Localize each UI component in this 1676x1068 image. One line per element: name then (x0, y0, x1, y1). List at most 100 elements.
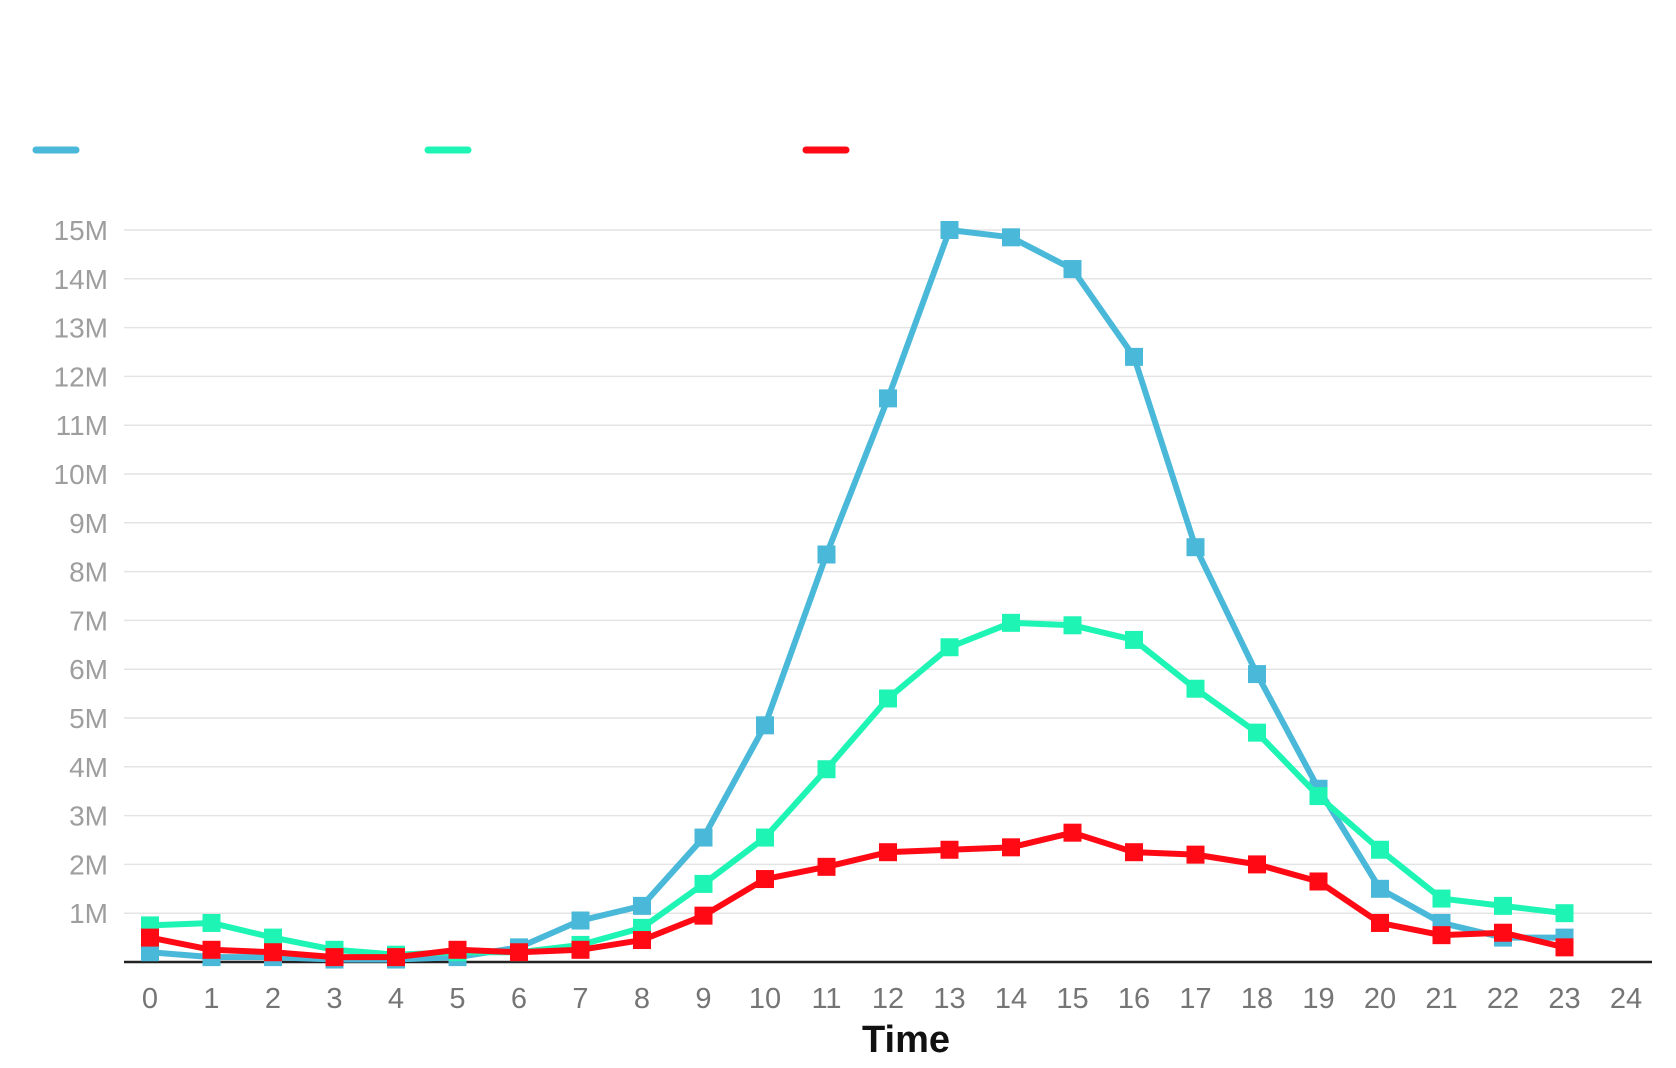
data-point (694, 874, 713, 893)
x-tick-label: 24 (1610, 983, 1642, 1015)
data-point (571, 940, 590, 959)
x-tick-label: 9 (695, 983, 711, 1015)
y-tick-label: 3M (69, 801, 108, 832)
data-point (264, 928, 282, 947)
x-tick-label: 3 (326, 983, 342, 1015)
x-tick-label: 14 (995, 983, 1027, 1015)
data-point (1555, 904, 1574, 923)
data-point (325, 948, 344, 967)
x-tick-label: 8 (634, 983, 650, 1015)
x-tick-label: 5 (449, 983, 465, 1015)
data-point (510, 943, 528, 962)
y-tick-label: 15M (54, 215, 108, 246)
series-line (147, 227, 1568, 963)
data-point (1002, 228, 1020, 247)
data-point (1494, 923, 1512, 942)
data-point (1309, 872, 1328, 891)
x-tick-label: 7 (572, 983, 588, 1015)
x-tick-label: 0 (142, 983, 158, 1015)
x-tick-label: 23 (1548, 983, 1580, 1015)
y-tick-label: 11M (56, 410, 108, 441)
y-tick-label: 9M (69, 508, 108, 539)
x-tick-label: 22 (1487, 983, 1519, 1015)
data-point (1309, 787, 1328, 806)
data-point (1371, 913, 1389, 932)
y-tick-label: 12M (54, 361, 108, 392)
data-point (202, 913, 221, 932)
data-point (1555, 938, 1574, 957)
y-tick-label: 5M (69, 703, 108, 734)
data-point (694, 828, 713, 847)
data-point (756, 828, 774, 847)
x-tick-label: 17 (1179, 983, 1211, 1015)
series-line (147, 829, 1568, 961)
data-point (1125, 347, 1143, 366)
data-point (879, 389, 897, 408)
data-point (141, 943, 159, 962)
data-point (817, 760, 836, 779)
data-point (202, 940, 221, 959)
data-point (1432, 926, 1451, 945)
data-point (1186, 845, 1205, 864)
x-tick-label: 20 (1364, 983, 1396, 1015)
data-point (1125, 843, 1143, 862)
data-point (1432, 889, 1451, 908)
data-point (879, 689, 897, 708)
data-point (879, 843, 897, 862)
x-tick-label: 2 (265, 983, 281, 1015)
gridlines (124, 229, 1652, 914)
data-point (448, 940, 467, 959)
data-point (1248, 665, 1266, 684)
y-tick-label: 14M (54, 264, 108, 295)
x-tick-label: 16 (1118, 983, 1150, 1015)
data-point (817, 545, 836, 564)
data-point (1063, 823, 1082, 842)
data-point (1371, 879, 1389, 898)
x-tick-label: 10 (749, 983, 781, 1015)
data-point (940, 840, 959, 859)
y-tick-label: 8M (69, 557, 108, 588)
data-point (141, 928, 159, 947)
data-point (633, 931, 651, 950)
x-tick-label: 1 (203, 983, 219, 1015)
series-line (147, 619, 1568, 958)
data-point (1186, 538, 1205, 557)
x-tick-label: 6 (511, 983, 527, 1015)
data-point (571, 911, 590, 930)
y-tick-label: 7M (69, 605, 108, 636)
y-tick-label: 2M (69, 849, 108, 880)
data-point (1371, 840, 1389, 859)
x-tick-label: 4 (388, 983, 404, 1015)
x-axis-label: Time (862, 1019, 950, 1061)
x-tick-label: 15 (1056, 983, 1088, 1015)
data-point (940, 638, 959, 657)
y-tick-label: 4M (69, 752, 108, 783)
data-point (756, 870, 774, 889)
series-1 (141, 221, 1574, 969)
x-axis-ticks: 0 1 2 3 4 5 6 7 8 9 10 11 12 13 14 15 16 17 18 19 20 21 22 23 24 (142, 983, 1642, 1015)
y-axis-ticks: 1M 2M 3M 4M 5M 6M 7M 8M 9M 10M 11M 12M 13M 14M 15M (54, 215, 108, 929)
data-point (817, 857, 836, 876)
y-tick-label: 1M (69, 898, 108, 929)
y-tick-label: 6M (69, 654, 108, 685)
y-tick-label: 13M (54, 313, 108, 344)
data-point (1002, 613, 1020, 632)
data-point (1248, 855, 1266, 874)
data-point (1002, 838, 1020, 857)
data-point (1063, 260, 1082, 279)
x-tick-label: 11 (811, 983, 841, 1015)
data-point (1494, 896, 1512, 915)
data-point (387, 948, 405, 967)
data-point (633, 896, 651, 915)
data-point (756, 716, 774, 735)
x-tick-label: 21 (1425, 983, 1457, 1015)
x-tick-label: 13 (933, 983, 965, 1015)
x-tick-label: 18 (1241, 983, 1273, 1015)
data-point (940, 221, 959, 239)
data-point (1125, 630, 1143, 649)
y-tick-label: 10M (54, 459, 108, 490)
x-tick-label: 12 (872, 983, 904, 1015)
data-point (694, 906, 713, 925)
series-group (141, 221, 1574, 969)
